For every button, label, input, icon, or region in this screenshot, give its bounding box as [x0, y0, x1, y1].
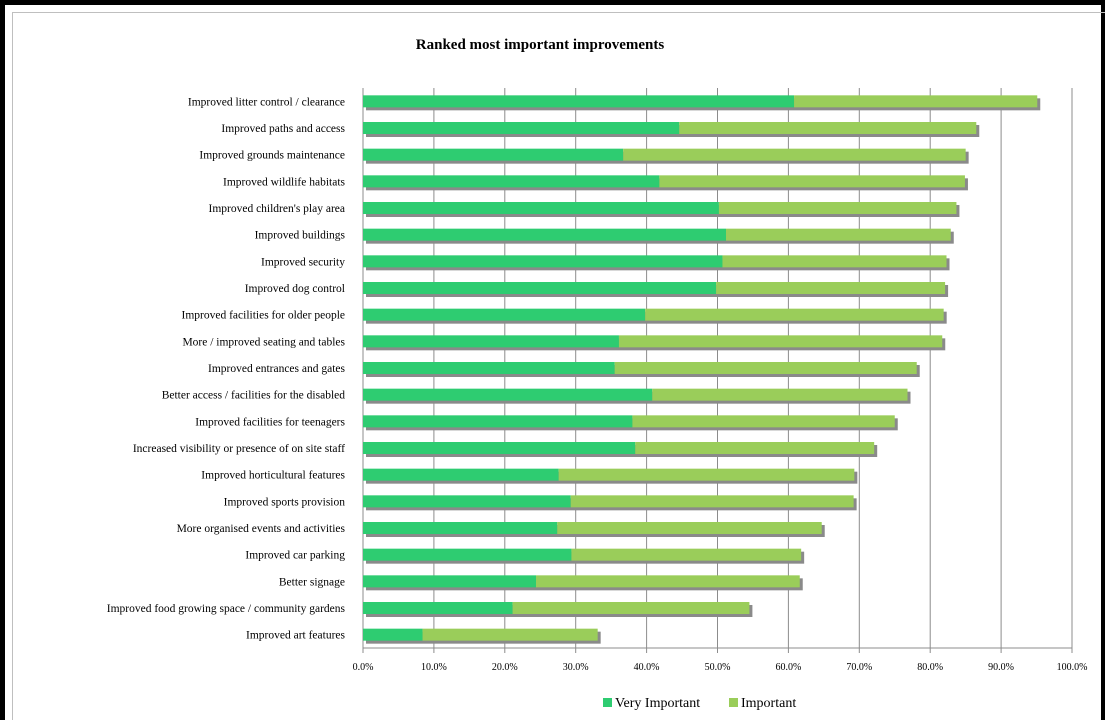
bar-very-important	[363, 308, 646, 321]
bar-very-important	[363, 495, 571, 508]
bar-important	[635, 442, 875, 454]
x-tick-label: 40.0%	[634, 662, 660, 673]
x-tick-label: 100.0%	[1057, 662, 1088, 673]
category-label: Improved children's play area	[208, 203, 345, 215]
bar-important	[632, 415, 895, 428]
bar-important	[652, 388, 908, 401]
x-tick-label: 10.0%	[421, 662, 447, 673]
category-label-layer: Improved litter control / clearance Impro…	[107, 96, 346, 641]
bar-very-important	[363, 388, 653, 401]
bar-very-important	[363, 148, 624, 161]
category-label: Improved litter control / clearance	[188, 96, 345, 108]
bar-very-important	[363, 442, 636, 454]
chart-inner-border	[12, 12, 1105, 720]
x-tick-layer: 0.0% 10.0% 20.0% 30.0% 40.0% 50.0% 60.0% 70.0% 8…	[353, 662, 1088, 673]
bar-very-important	[363, 122, 680, 134]
bar-very-important	[363, 468, 559, 481]
category-label: Better signage	[279, 576, 345, 588]
bar-very-important	[363, 335, 619, 348]
legend-label: Important	[741, 696, 796, 711]
legend-swatch	[729, 698, 738, 707]
category-label: Improved entrances and gates	[208, 363, 346, 375]
category-label: Improved facilities for older people	[182, 310, 346, 322]
bar-very-important	[363, 575, 536, 588]
bar-very-important	[363, 628, 423, 641]
category-label: Improved wildlife habitats	[223, 176, 346, 188]
bar-very-important	[363, 228, 727, 241]
bar-very-important	[363, 175, 660, 188]
bar-important	[722, 255, 947, 268]
bar-very-important	[363, 415, 633, 428]
x-tick-label: 80.0%	[917, 662, 943, 673]
bar-important	[659, 175, 965, 188]
category-label: Improved car parking	[245, 550, 345, 562]
legend: Very Important Important	[603, 696, 796, 711]
category-label: Improved art features	[246, 630, 346, 642]
category-label: Improved horticultural features	[201, 470, 345, 482]
bar-important	[535, 575, 800, 588]
x-tick-label: 90.0%	[988, 662, 1014, 673]
x-tick-label: 60.0%	[775, 662, 801, 673]
bar-very-important	[363, 95, 795, 108]
bar-important	[726, 228, 951, 241]
chart-title: Ranked most important improvements	[416, 37, 665, 53]
bar-very-important	[363, 602, 513, 614]
x-tick-label: 20.0%	[492, 662, 518, 673]
category-label: Improved food growing space / community …	[107, 603, 346, 615]
bar-important	[618, 335, 943, 348]
bar-important	[623, 148, 966, 161]
category-label: Improved buildings	[255, 230, 346, 242]
x-tick-label: 70.0%	[846, 662, 872, 673]
bar-important	[512, 602, 750, 614]
category-label: Improved grounds maintenance	[199, 150, 345, 162]
bar-important	[557, 522, 822, 534]
legend-swatch	[603, 698, 612, 707]
bar-important	[614, 362, 917, 374]
bar-very-important	[363, 548, 572, 561]
legend-label: Very Important	[615, 696, 700, 711]
bar-important	[570, 495, 854, 508]
x-tick-label: 50.0%	[705, 662, 731, 673]
bar-important	[679, 122, 977, 134]
bar-layer	[363, 95, 1041, 644]
category-label: Better access / facilities for the disab…	[162, 390, 346, 402]
bar-very-important	[363, 522, 558, 534]
category-label: More / improved seating and tables	[182, 336, 345, 348]
bar-important	[718, 202, 957, 214]
category-label: More organised events and activities	[177, 523, 346, 535]
bar-important	[716, 282, 946, 294]
bar-important	[422, 628, 598, 641]
bar-important	[794, 95, 1038, 108]
category-label: Improved facilities for teenagers	[195, 416, 345, 428]
x-tick-label: 0.0%	[353, 662, 374, 673]
x-tick-label: 30.0%	[563, 662, 589, 673]
bar-very-important	[363, 202, 719, 214]
bar-very-important	[363, 255, 723, 268]
bar-very-important	[363, 362, 615, 374]
bar-important	[558, 468, 855, 481]
category-label: Improved sports provision	[224, 496, 346, 508]
bar-important	[645, 308, 944, 321]
bar-very-important	[363, 282, 717, 294]
category-label: Improved dog control	[245, 283, 345, 295]
category-label: Improved security	[261, 256, 345, 268]
category-label: Increased visibility or presence of on s…	[133, 443, 345, 455]
bar-important	[571, 548, 802, 561]
category-label: Improved paths and access	[221, 123, 345, 135]
